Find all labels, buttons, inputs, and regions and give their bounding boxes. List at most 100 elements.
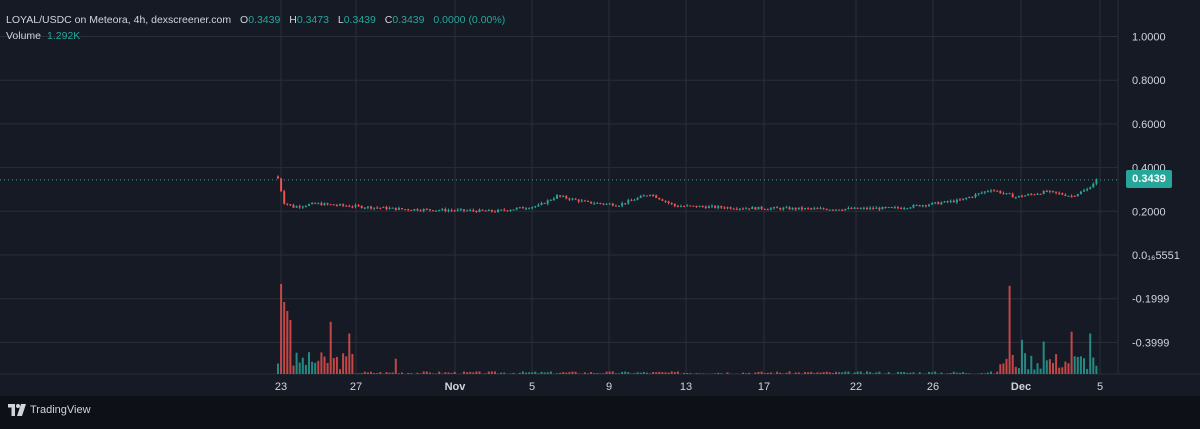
volume-bar [407, 372, 410, 374]
candle-body [552, 198, 555, 200]
volume-bar [388, 372, 391, 374]
volume-bar [583, 372, 586, 374]
candle-body [695, 205, 698, 208]
volume-bar [816, 372, 819, 374]
candle-body [704, 206, 707, 209]
candle-body [754, 207, 757, 210]
volume-bar [906, 372, 909, 374]
time-axis: 23 27 Nov 5 9 13 17 22 26 Dec 5 [275, 381, 1103, 393]
candle-body [680, 206, 682, 208]
candle-body [308, 204, 310, 206]
footer: TradingView [0, 396, 1200, 429]
candle-body [918, 205, 921, 207]
volume-legend: Volume 1.292K [6, 30, 80, 42]
volume-bar [859, 371, 862, 374]
volume-bars [277, 284, 1098, 374]
candle-body [556, 195, 558, 199]
tradingview-logo-icon [8, 404, 26, 416]
volume-bar [366, 372, 369, 374]
candle-body [345, 205, 348, 207]
volume-bar [568, 372, 571, 374]
volume-bar [841, 372, 844, 374]
volume-bar [329, 321, 332, 374]
volume-bar [1039, 368, 1042, 374]
volume-bar [754, 372, 757, 374]
candle-body [993, 190, 996, 192]
tradingview-brand[interactable]: TradingView [8, 404, 91, 416]
candle-body [608, 203, 611, 205]
candle-body [568, 198, 571, 200]
high-value: 0.3473 [296, 14, 329, 26]
volume-bar [590, 372, 593, 374]
volume-bar [379, 372, 382, 374]
volume-bar [348, 333, 351, 374]
candle-body [435, 210, 438, 212]
volume-bar [955, 372, 958, 374]
candle-body [500, 209, 503, 211]
volume-bar [1002, 363, 1005, 374]
candle-body [636, 197, 639, 200]
candle-body [289, 204, 292, 206]
candle-body [1089, 187, 1092, 190]
candle-body [450, 210, 453, 212]
volume-bar [528, 372, 531, 374]
candle-body [444, 208, 447, 212]
volume-bar [636, 372, 639, 374]
volume-bar [503, 372, 506, 374]
high-label: H [289, 14, 297, 26]
candle-body [1086, 189, 1089, 191]
candle-body [385, 206, 388, 210]
volume-bar [546, 372, 549, 374]
candle-body [515, 207, 518, 210]
candle-body [683, 206, 686, 208]
candle-body [639, 195, 642, 198]
candle-body [469, 210, 472, 212]
volume-bar [494, 371, 496, 374]
volume-bar [831, 373, 834, 374]
candle-body [283, 191, 286, 204]
candle-body [735, 208, 738, 210]
volume-bar [807, 372, 810, 374]
candle-body [670, 202, 673, 204]
price-axis-label: -0.1999 [1132, 294, 1169, 306]
candle-body [618, 205, 620, 207]
candle-body [794, 207, 797, 210]
candle-body [884, 207, 887, 209]
candle-body [311, 202, 314, 205]
candle-body [587, 200, 589, 202]
volume-bar [822, 372, 825, 374]
candle-body [590, 201, 593, 204]
candle-body [512, 209, 515, 211]
open-label: O [240, 14, 249, 26]
volume-bar [1079, 356, 1082, 374]
time-axis-label: 26 [927, 381, 939, 393]
candle-body [859, 208, 862, 210]
candle-body [363, 207, 366, 209]
candle-body [357, 205, 360, 207]
candle-body [419, 210, 422, 212]
candle-body [422, 208, 425, 211]
candle-body [974, 194, 977, 197]
time-axis-label: 22 [850, 381, 862, 393]
volume-bar [683, 372, 686, 374]
candle-body [314, 202, 317, 204]
candle-body [779, 207, 782, 210]
volume-bar [686, 372, 689, 374]
volume-bar [838, 372, 841, 374]
candle-body [968, 196, 971, 198]
candle-body [404, 209, 407, 211]
volume-bar [509, 373, 512, 374]
price-chart[interactable]: 1.00000.80000.60000.40000.20000.0₁₆5551-… [0, 0, 1200, 396]
volume-bar [391, 372, 394, 374]
candle-body [714, 205, 717, 208]
volume-bar [1052, 362, 1054, 374]
candle-body [630, 200, 633, 202]
volume-bar [565, 372, 568, 374]
candle-body [317, 203, 320, 205]
candle-body [580, 200, 583, 202]
volume-bar [714, 373, 717, 374]
volume-bar [639, 372, 642, 374]
volume-bar [425, 371, 428, 374]
candle-body [438, 210, 441, 212]
candle-body [484, 210, 487, 212]
